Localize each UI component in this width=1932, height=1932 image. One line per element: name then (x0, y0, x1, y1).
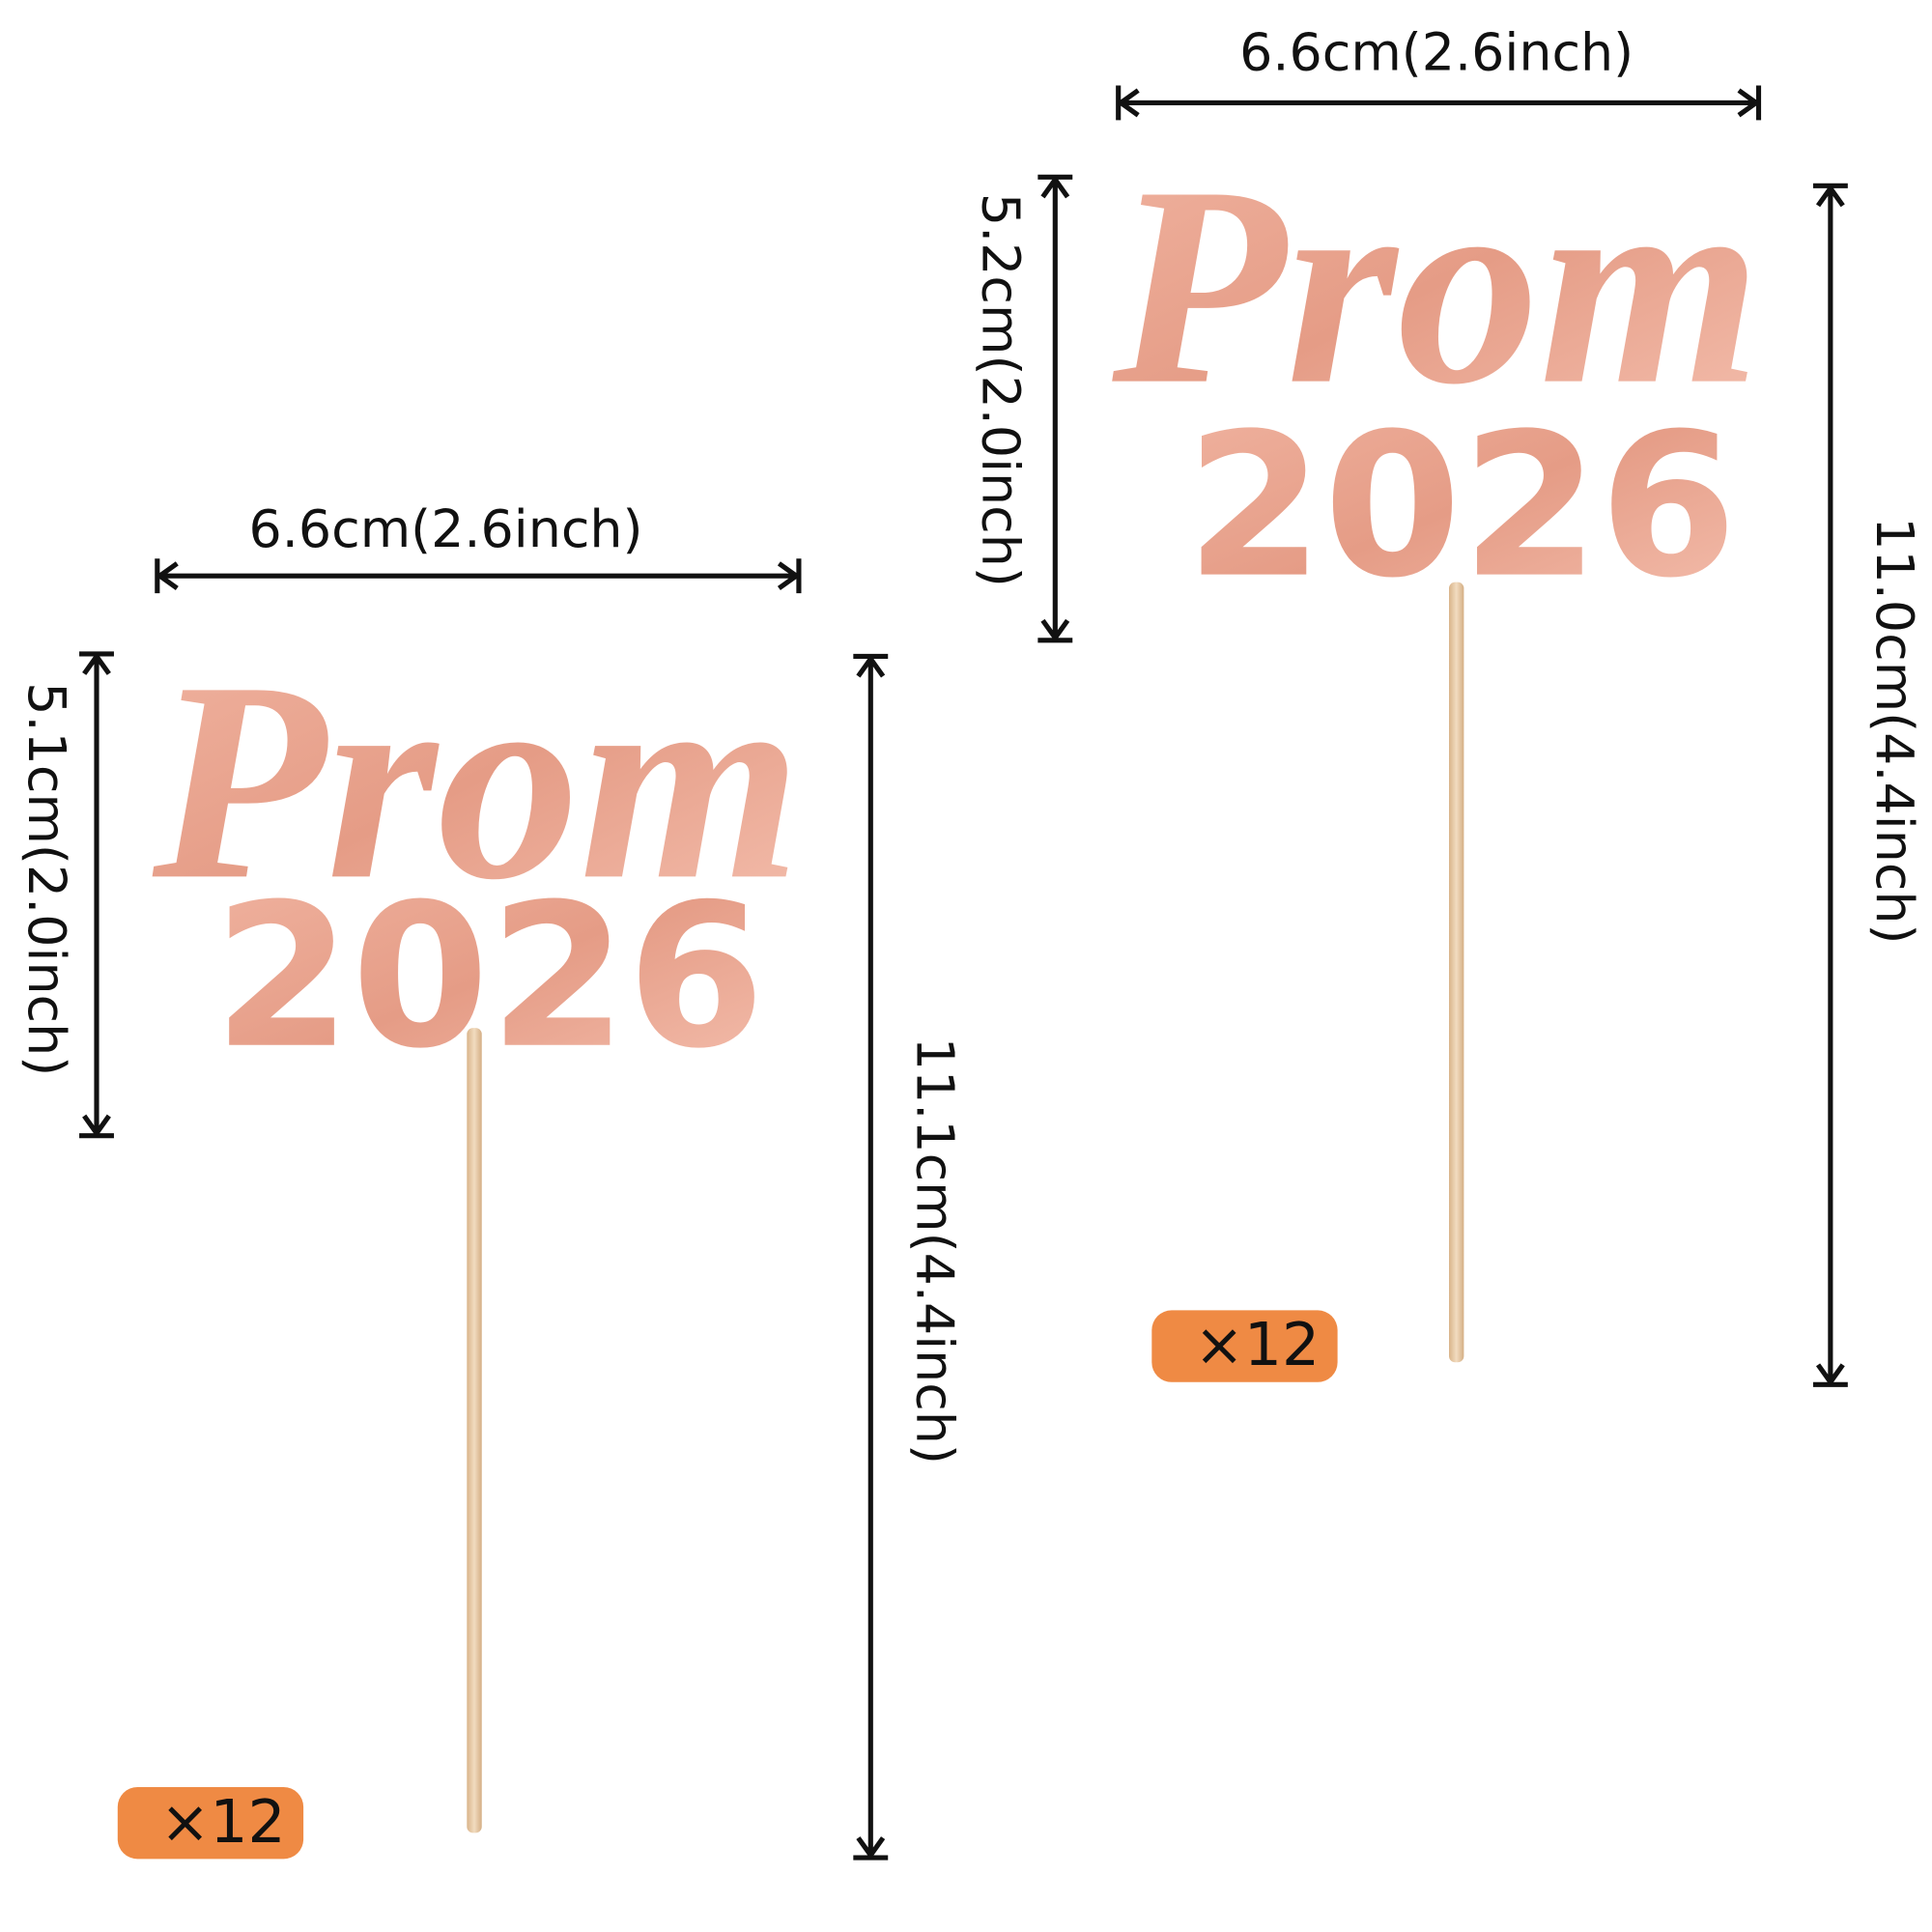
total-height-label: 11.0cm(4.4inch) (1864, 517, 1925, 944)
total-height-label: 11.1cm(4.4inch) (904, 1037, 965, 1464)
topper-word: Prom (148, 622, 801, 938)
width-label: 6.6cm(2.6inch) (249, 498, 643, 559)
dimension-arrow (79, 651, 114, 1139)
quantity-label: ×12 (1194, 1310, 1320, 1379)
width-label: 6.6cm(2.6inch) (1239, 21, 1634, 82)
dimension-arrow (1037, 174, 1073, 643)
quantity-label: ×12 (160, 1787, 286, 1857)
height-label: 5.1cm(2.0inch) (16, 682, 77, 1076)
dimension-arrow (1812, 183, 1848, 1387)
quantity-badge (117, 1787, 304, 1860)
stick (467, 1028, 482, 1833)
height-label: 5.2cm(2.0inch) (970, 193, 1031, 587)
dimension-arrow (853, 653, 889, 1861)
topper-word: Prom (1108, 128, 1761, 443)
stick (1449, 582, 1464, 1363)
quantity-badge (1151, 1310, 1338, 1382)
dimension-arrow (1116, 85, 1762, 121)
topper-year: 2026 (1185, 392, 1737, 622)
dimension-arrow (155, 558, 802, 594)
topper-year: 2026 (213, 863, 765, 1093)
